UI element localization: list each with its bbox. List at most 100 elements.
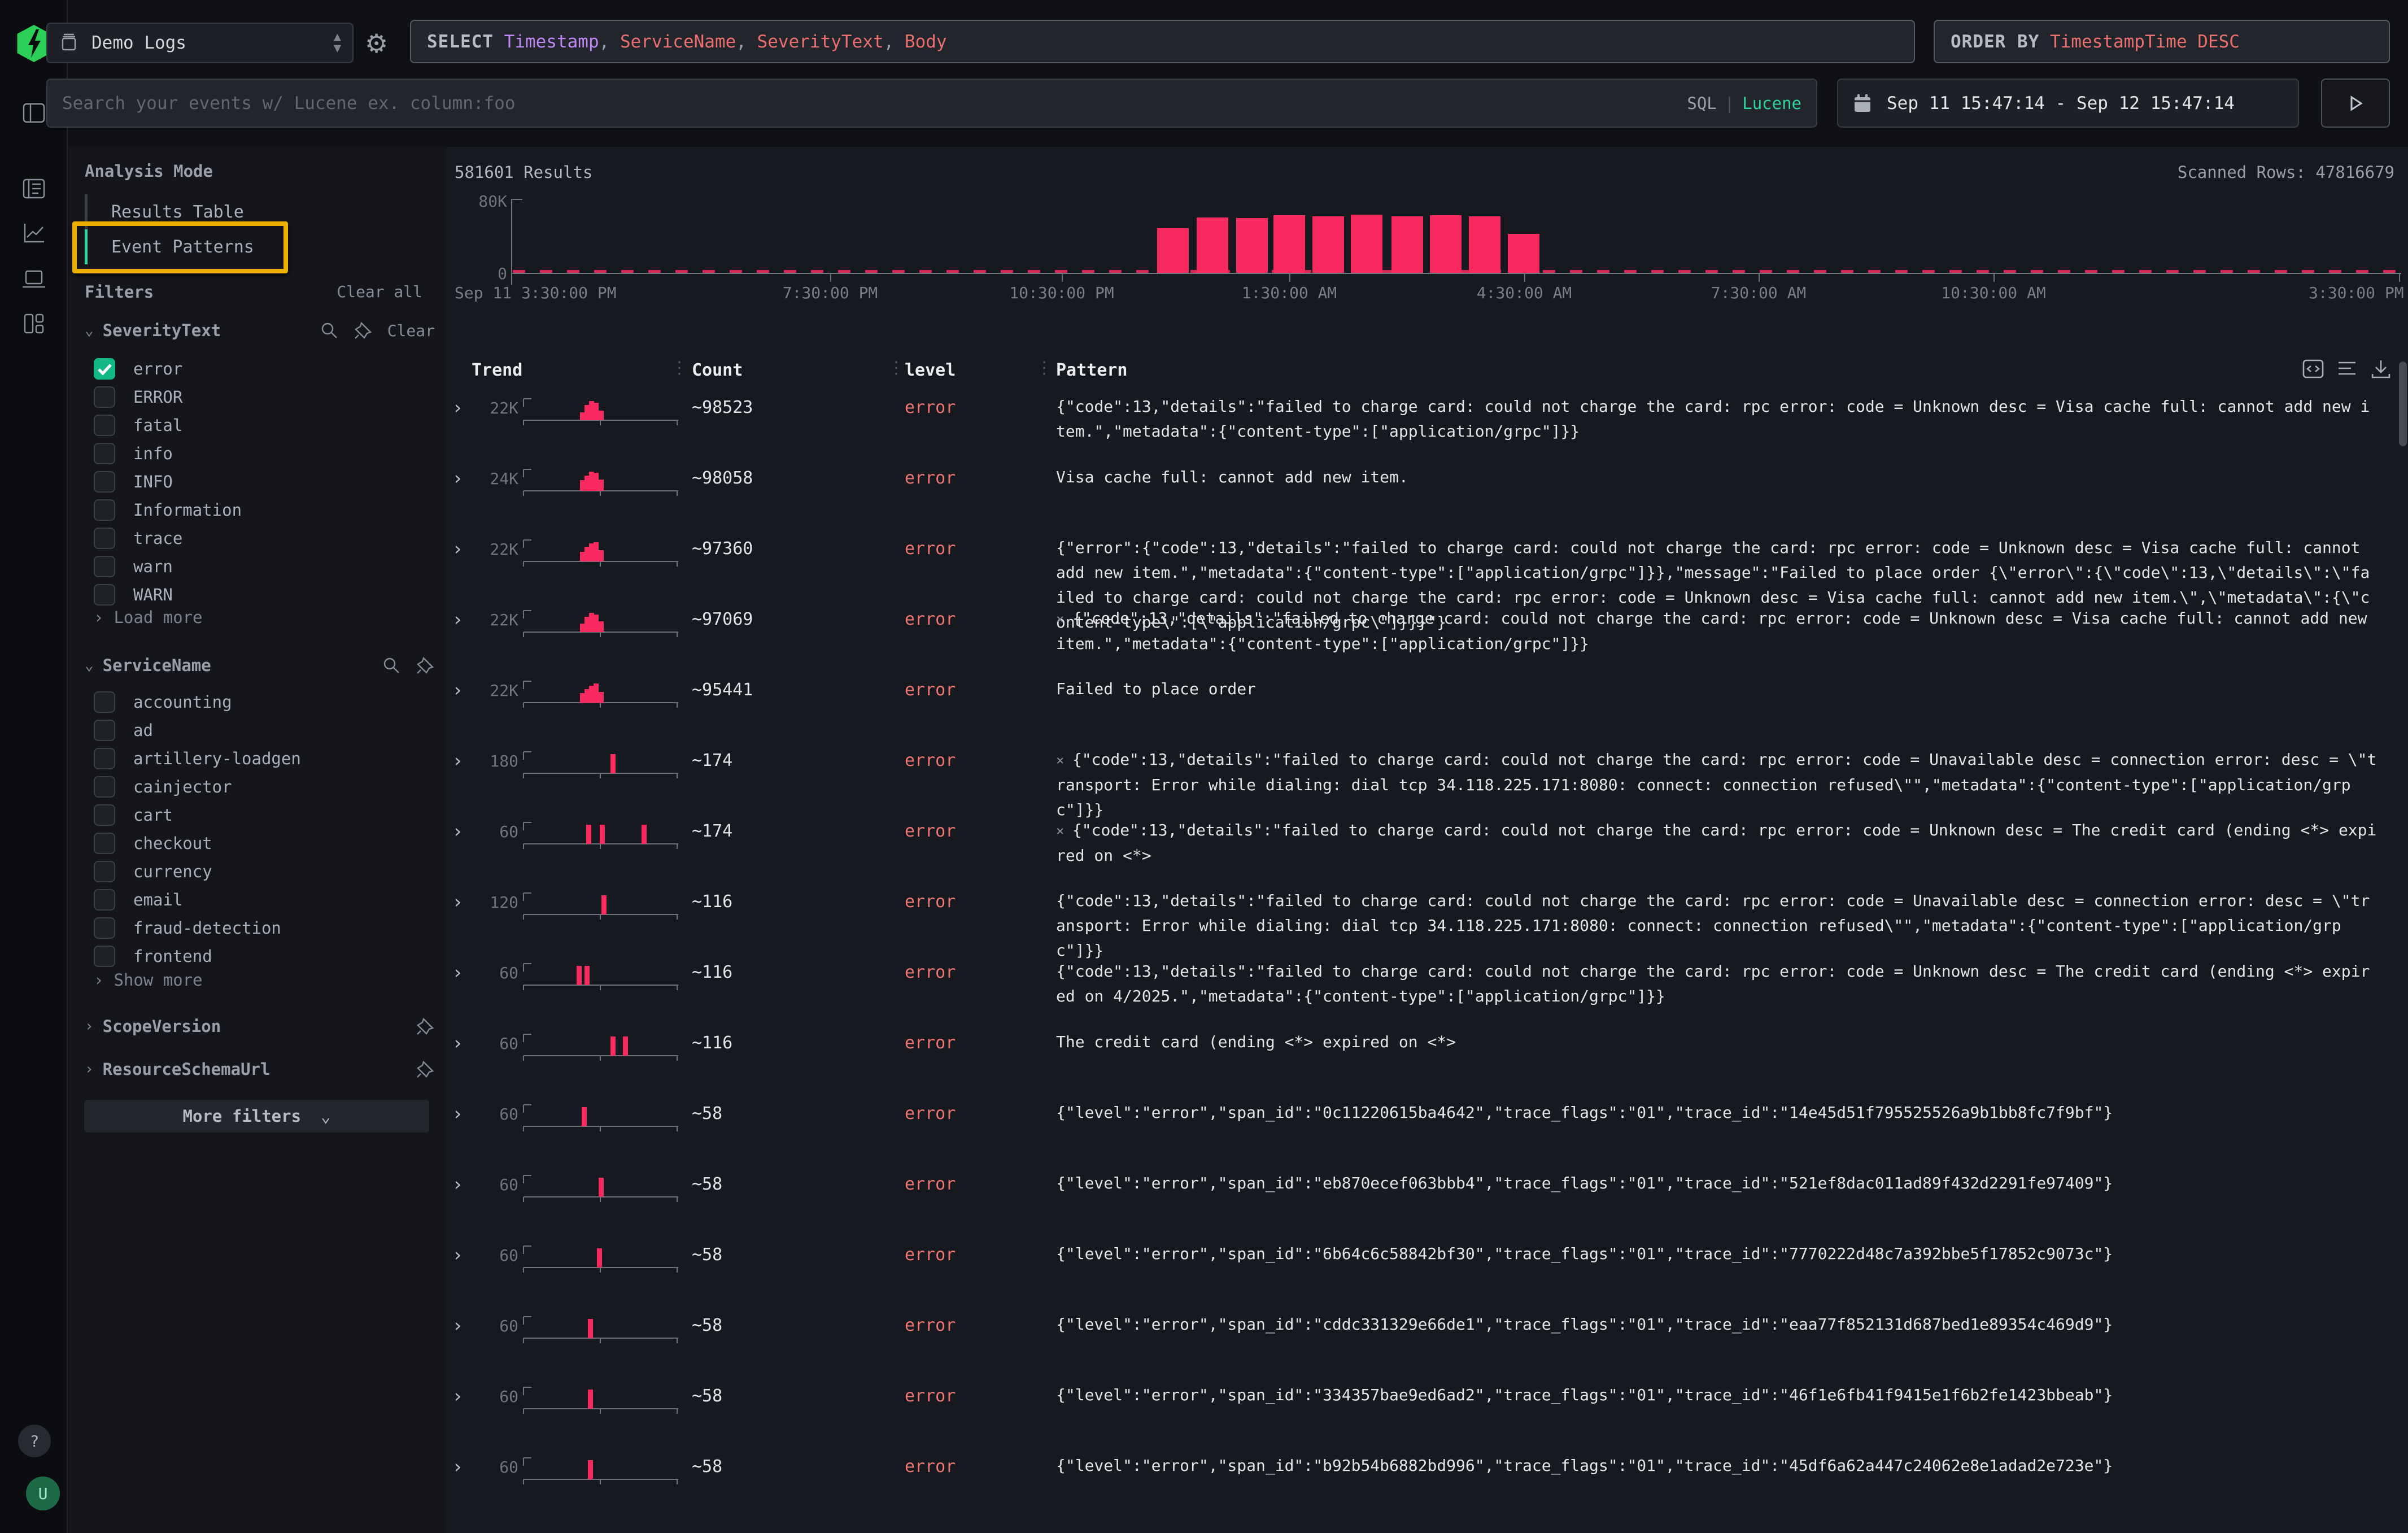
pattern-text[interactable]: {"level":"error","span_id":"cddc331329e6… bbox=[1056, 1312, 2378, 1337]
checkbox[interactable] bbox=[94, 584, 115, 606]
checkbox[interactable] bbox=[94, 499, 115, 521]
service-option-fraud-detection[interactable]: fraud-detection bbox=[94, 914, 281, 942]
pattern-text[interactable]: × {"code":13,"details":"failed to charge… bbox=[1056, 606, 2378, 656]
severity-option-info[interactable]: info bbox=[94, 439, 173, 468]
expand-row-chevron-icon[interactable]: › bbox=[452, 961, 463, 984]
expand-row-chevron-icon[interactable]: › bbox=[452, 679, 463, 702]
results-histogram[interactable]: 80K 0 Sep 11 3:30:00 PM7:30:00 PM10:30:0… bbox=[446, 186, 2408, 322]
pattern-text[interactable]: The credit card (ending <*> expired on <… bbox=[1056, 1030, 2378, 1055]
checkbox[interactable] bbox=[94, 748, 115, 769]
severity-option-warn[interactable]: WARN bbox=[94, 581, 173, 609]
pattern-text[interactable]: {"level":"error","span_id":"b92b54b6882b… bbox=[1056, 1453, 2378, 1478]
chart-icon[interactable] bbox=[19, 218, 49, 247]
histogram-bar[interactable] bbox=[1197, 217, 1228, 273]
col-pattern[interactable]: Pattern bbox=[1056, 360, 1127, 380]
service-option-email[interactable]: email bbox=[94, 886, 182, 914]
checkbox[interactable] bbox=[94, 776, 115, 798]
pattern-text[interactable]: {"code":13,"details":"failed to charge c… bbox=[1056, 394, 2378, 444]
select-query-input[interactable]: SELECT Timestamp, ServiceName, SeverityT… bbox=[410, 20, 1915, 63]
histogram-bar[interactable] bbox=[1351, 215, 1382, 273]
search-icon[interactable] bbox=[320, 321, 339, 340]
expand-row-chevron-icon[interactable]: › bbox=[452, 1103, 463, 1125]
histogram-bar[interactable] bbox=[1391, 216, 1423, 273]
severity-option-error[interactable]: error bbox=[94, 355, 182, 383]
expand-row-chevron-icon[interactable]: › bbox=[452, 608, 463, 631]
histogram-bar[interactable] bbox=[1312, 216, 1344, 273]
expand-row-chevron-icon[interactable]: › bbox=[452, 538, 463, 560]
facet-scopeversion[interactable]: › ScopeVersion bbox=[85, 1012, 435, 1040]
sidebar-toggle-icon[interactable] bbox=[19, 98, 49, 128]
checkbox[interactable] bbox=[94, 861, 115, 882]
expand-row-chevron-icon[interactable]: › bbox=[452, 1032, 463, 1055]
service-option-ad[interactable]: ad bbox=[94, 716, 153, 744]
checkbox[interactable] bbox=[94, 358, 115, 380]
checkbox[interactable] bbox=[94, 528, 115, 549]
severity-option-information[interactable]: Information bbox=[94, 496, 242, 524]
pattern-text[interactable]: {"level":"error","span_id":"6b64c6c58842… bbox=[1056, 1242, 2378, 1266]
more-filters-button[interactable]: More filters ⌄ bbox=[84, 1100, 429, 1133]
logs-icon[interactable] bbox=[19, 174, 49, 203]
checkbox[interactable] bbox=[94, 415, 115, 436]
source-settings-gear-icon[interactable]: ⚙ bbox=[365, 28, 393, 56]
severity-option-error[interactable]: ERROR bbox=[94, 383, 182, 411]
pattern-text[interactable]: {"level":"error","span_id":"eb870ecef063… bbox=[1056, 1171, 2378, 1196]
severity-option-info[interactable]: INFO bbox=[94, 468, 173, 496]
histogram-bar[interactable] bbox=[1469, 216, 1500, 273]
facet-resourceschemaurl[interactable]: › ResourceSchemaUrl bbox=[85, 1055, 435, 1083]
pattern-text[interactable]: {"level":"error","span_id":"0c11220615ba… bbox=[1056, 1100, 2378, 1125]
service-option-artillery-loadgen[interactable]: artillery-loadgen bbox=[94, 744, 301, 773]
expand-row-chevron-icon[interactable]: › bbox=[452, 467, 463, 490]
histogram-bar[interactable] bbox=[1508, 234, 1539, 273]
checkbox[interactable] bbox=[94, 833, 115, 854]
checkbox[interactable] bbox=[94, 691, 115, 713]
help-button[interactable]: ? bbox=[18, 1425, 51, 1457]
expand-row-chevron-icon[interactable]: › bbox=[452, 750, 463, 772]
expand-row-chevron-icon[interactable]: › bbox=[452, 397, 463, 419]
expand-row-chevron-icon[interactable]: › bbox=[452, 820, 463, 843]
pattern-text[interactable]: Failed to place order bbox=[1056, 677, 2378, 702]
service-option-cainjector[interactable]: cainjector bbox=[94, 773, 232, 801]
expand-row-chevron-icon[interactable]: › bbox=[452, 891, 463, 913]
expand-row-chevron-icon[interactable]: › bbox=[452, 1173, 463, 1196]
pin-icon[interactable] bbox=[416, 1017, 435, 1036]
pattern-text[interactable]: × {"code":13,"details":"failed to charge… bbox=[1056, 747, 2378, 822]
facet-clear-button[interactable]: Clear bbox=[387, 321, 435, 340]
col-level[interactable]: level bbox=[905, 360, 956, 380]
orderby-query-input[interactable]: ORDER BY TimestampTime DESC bbox=[1934, 20, 2390, 63]
checkbox[interactable] bbox=[94, 556, 115, 577]
checkbox[interactable] bbox=[94, 471, 115, 493]
service-option-currency[interactable]: currency bbox=[94, 857, 212, 886]
pin-icon[interactable] bbox=[416, 656, 435, 675]
service-option-cart[interactable]: cart bbox=[94, 801, 173, 829]
user-avatar[interactable]: U bbox=[26, 1477, 60, 1510]
service-option-frontend[interactable]: frontend bbox=[94, 942, 212, 970]
sessions-icon[interactable] bbox=[19, 264, 49, 294]
checkbox[interactable] bbox=[94, 443, 115, 464]
histogram-bar[interactable] bbox=[1273, 215, 1305, 273]
service-option-checkout[interactable]: checkout bbox=[94, 829, 212, 857]
histogram-bar[interactable] bbox=[1157, 228, 1189, 273]
pattern-text[interactable]: {"code":13,"details":"failed to charge c… bbox=[1056, 889, 2378, 963]
service-option-accounting[interactable]: accounting bbox=[94, 688, 232, 716]
facet-servicename[interactable]: ⌄ ServiceName bbox=[85, 651, 435, 680]
clear-all-button[interactable]: Clear all bbox=[337, 282, 422, 301]
severity-option-fatal[interactable]: fatal bbox=[94, 411, 182, 439]
checkbox[interactable] bbox=[94, 720, 115, 741]
code-view-icon[interactable] bbox=[2301, 357, 2325, 381]
search-input[interactable]: Search your events w/ Lucene ex. column:… bbox=[46, 79, 1817, 128]
severity-option-warn[interactable]: warn bbox=[94, 552, 173, 581]
download-icon[interactable] bbox=[2369, 357, 2393, 381]
severity-option-trace[interactable]: trace bbox=[94, 524, 182, 552]
checkbox[interactable] bbox=[94, 386, 115, 408]
facet-severitytext[interactable]: ⌄ SeverityText Clear bbox=[85, 316, 435, 345]
search-icon[interactable] bbox=[382, 656, 401, 675]
load-more-link[interactable]: ›Load more bbox=[94, 608, 203, 627]
run-query-button[interactable] bbox=[2321, 79, 2390, 128]
expand-row-chevron-icon[interactable]: › bbox=[452, 1456, 463, 1478]
query-language-toggle[interactable]: SQL|Lucene bbox=[1687, 94, 1801, 113]
pin-icon[interactable] bbox=[354, 321, 373, 340]
expand-row-chevron-icon[interactable]: › bbox=[452, 1385, 463, 1408]
dashboard-icon[interactable] bbox=[19, 309, 49, 338]
show-more-link[interactable]: ›Show more bbox=[94, 970, 203, 990]
pattern-text[interactable]: Visa cache full: cannot add new item. bbox=[1056, 465, 2378, 490]
